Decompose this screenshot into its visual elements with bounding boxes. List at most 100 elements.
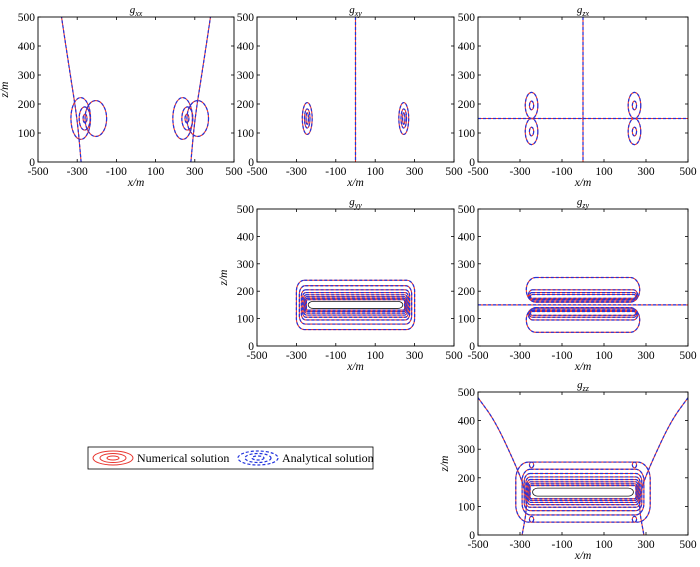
plot-frame (477, 208, 689, 347)
y-tick-label: 200 (458, 473, 476, 485)
panel-title: gxx (130, 4, 143, 18)
contour-rect-0-analytical (525, 276, 641, 303)
y-tick-label: 400 (458, 231, 476, 243)
x-tick-label: 300 (637, 350, 655, 362)
x-tick-label: 500 (679, 539, 697, 551)
x-tick-label: -100 (325, 166, 346, 178)
x-tick-label: -300 (286, 350, 307, 362)
panel-gyy: -500 -300 -100 100 300 500 0 100 200 300 400 500 gyy… (218, 196, 463, 373)
y-tick-label: 300 (458, 259, 476, 271)
y-tick-label: 400 (458, 416, 476, 428)
contour-rect-3-analytical (525, 476, 641, 508)
x-tick-label: -500 (246, 166, 267, 178)
contour-rect-0-analytical (295, 279, 416, 331)
contour-rect-4-analytical (526, 478, 640, 506)
x-tick-label: 500 (445, 166, 463, 178)
panel-gzy: -500 -300 -100 100 300 500 0 100 200 300 400 500 gzy… (458, 196, 697, 373)
y-axis-label: z/m (439, 456, 451, 473)
zero-contour-1-analytical (639, 397, 688, 535)
y-tick-label: 300 (18, 70, 36, 82)
contour-ellipse-0-analytical (528, 100, 535, 111)
zero-contour-0-analytical (60, 17, 82, 162)
contour-ellipse-2-analytical (528, 126, 535, 137)
contour-rect-0-analytical (515, 461, 651, 523)
x-tick-label: 500 (679, 166, 697, 178)
y-tick-label: 500 (18, 12, 36, 24)
y-axis-label: z/m (218, 270, 230, 287)
contour-rect-7-analytical (529, 484, 637, 500)
contour-rect-2-analytical (523, 472, 643, 512)
legend-numerical-label: Numerical solution (137, 451, 229, 465)
y-tick-label: 0 (248, 157, 254, 169)
y-tick-label: 100 (237, 314, 255, 326)
legend-analytical-label: Analytical solution (282, 451, 374, 465)
contour-ellipse-4-analytical (631, 100, 638, 111)
contour-rect-7-analytical (305, 299, 406, 311)
contour-ellipse-7-analytical (172, 97, 194, 140)
panel-gzx: -500 -300 -100 100 300 500 0 100 200 300 400 500 gzx… (458, 4, 697, 189)
y-tick-label: 0 (29, 157, 35, 169)
contour-ellipse-1-analytical (303, 108, 311, 129)
plot-frame (37, 16, 235, 163)
contour-rect-1-analytical (521, 468, 645, 516)
contour-loop-0-analytical (528, 461, 535, 469)
panel-title: gzx (577, 4, 590, 18)
y-tick-label: 500 (237, 204, 255, 216)
legend-numerical-swatch (92, 450, 134, 466)
x-tick-label: -300 (286, 166, 307, 178)
x-tick-label: -500 (246, 350, 267, 362)
y-tick-label: 0 (469, 157, 475, 169)
x-tick-label: -500 (467, 350, 488, 362)
contour-rect-7-analytical (529, 310, 637, 316)
x-axis-label: x/m (574, 550, 592, 562)
x-tick-label: 100 (595, 539, 613, 551)
contour-rect-4-analytical (525, 307, 641, 333)
y-tick-label: 500 (458, 204, 476, 216)
y-tick-label: 0 (469, 530, 475, 542)
x-tick-label: -300 (67, 166, 88, 178)
contour-ellipse-3-analytical (70, 97, 92, 140)
contour-core (532, 487, 634, 497)
y-tick-label: 300 (458, 70, 476, 82)
x-tick-label: 100 (367, 350, 385, 362)
contour-rect-3-analytical (302, 291, 409, 318)
contour-rect-2-analytical (300, 289, 411, 321)
y-tick-label: 400 (237, 231, 255, 243)
x-tick-label: 100 (147, 166, 165, 178)
x-tick-label: -300 (509, 350, 530, 362)
y-tick-label: 300 (458, 444, 476, 456)
y-tick-label: 300 (237, 70, 255, 82)
contour-rect-5-analytical (527, 308, 639, 321)
plot-frame (256, 208, 455, 347)
contour-ellipse-5-analytical (398, 101, 410, 136)
contour-core (307, 300, 404, 309)
contour-ellipse-6-analytical (631, 126, 638, 137)
contour-rect-4-analytical (303, 294, 408, 316)
x-axis-label: x/m (574, 177, 592, 189)
contour-rect-6-analytical (528, 309, 638, 318)
contour-rect-3-analytical (529, 293, 637, 299)
contour-rect-5-analytical (527, 481, 639, 503)
x-tick-label: 500 (679, 350, 697, 362)
y-tick-label: 200 (458, 99, 476, 111)
x-tick-label: -300 (509, 539, 530, 551)
panel-gxy: -500 -300 -100 100 300 500 0 100 200 300 400 500 gxy… (237, 4, 463, 189)
plot-area-gzy (478, 276, 688, 333)
x-tick-label: 100 (595, 166, 613, 178)
panel-title: gzz (577, 379, 590, 393)
x-tick-label: -100 (551, 166, 572, 178)
legend-analytical-swatch (237, 450, 279, 466)
y-tick-label: 400 (458, 41, 476, 53)
x-tick-label: -500 (467, 539, 488, 551)
x-tick-label: 300 (637, 166, 655, 178)
contour-rect-1-analytical (527, 289, 639, 302)
x-tick-label: 300 (406, 166, 424, 178)
x-tick-label: -500 (27, 166, 48, 178)
y-tick-label: 200 (458, 286, 476, 298)
y-tick-label: 100 (237, 128, 255, 140)
plot-area-gxx (60, 17, 212, 162)
contour-rect-1-analytical (298, 285, 413, 325)
x-tick-label: 500 (445, 350, 463, 362)
x-axis-label: x/m (574, 361, 592, 373)
y-tick-label: 100 (458, 128, 476, 140)
